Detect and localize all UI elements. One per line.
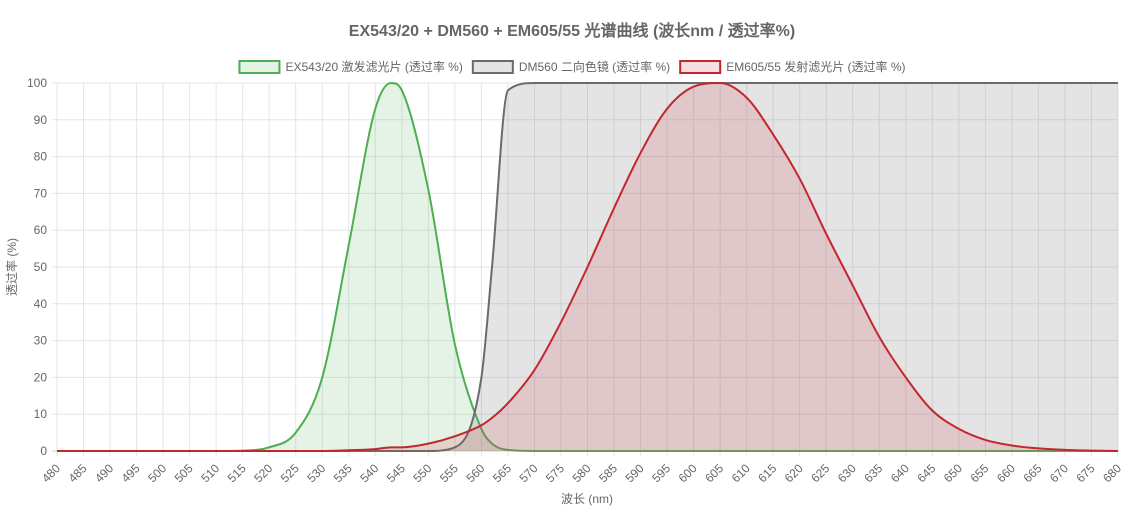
x-tick-label: 480 xyxy=(39,461,63,485)
x-tick-label: 490 xyxy=(92,461,116,485)
x-tick-label: 625 xyxy=(808,461,832,485)
x-tick-label: 535 xyxy=(331,461,355,485)
legend-item-1[interactable]: DM560 二向色镜 (透过率 %) xyxy=(471,59,670,74)
y-tick-label: 20 xyxy=(34,370,48,384)
x-tick-label: 640 xyxy=(888,461,912,485)
legend-swatch xyxy=(238,60,281,74)
x-tick-label: 635 xyxy=(861,461,885,485)
x-tick-label: 630 xyxy=(835,461,859,485)
y-tick-label: 0 xyxy=(40,444,47,458)
x-tick-label: 545 xyxy=(384,461,408,485)
x-tick-label: 570 xyxy=(517,461,541,485)
x-tick-label: 615 xyxy=(755,461,779,485)
legend-label: DM560 二向色镜 (透过率 %) xyxy=(519,59,670,74)
y-axis-title: 透过率 (%) xyxy=(4,238,19,296)
y-axis: 0 10 20 30 40 50 60 70 80 90 100 xyxy=(27,76,47,458)
y-tick-label: 80 xyxy=(34,150,48,164)
x-tick-label: 495 xyxy=(119,461,143,485)
y-tick-label: 60 xyxy=(34,223,48,237)
x-tick-label: 670 xyxy=(1047,461,1071,485)
x-tick-label: 645 xyxy=(914,461,938,485)
x-tick-label: 610 xyxy=(729,461,753,485)
x-tick-label: 600 xyxy=(676,461,700,485)
x-tick-label: 525 xyxy=(278,461,302,485)
y-tick-label: 50 xyxy=(34,260,48,274)
x-tick-label: 580 xyxy=(570,461,594,485)
x-tick-label: 650 xyxy=(941,461,965,485)
legend-item-0[interactable]: EX543/20 激发滤光片 (透过率 %) xyxy=(238,59,463,74)
x-tick-label: 605 xyxy=(702,461,726,485)
x-tick-label: 660 xyxy=(994,461,1018,485)
x-tick-label: 595 xyxy=(649,461,673,485)
y-tick-label: 100 xyxy=(27,76,47,90)
x-tick-label: 590 xyxy=(623,461,647,485)
x-tick-label: 485 xyxy=(66,461,90,485)
x-tick-label: 575 xyxy=(543,461,567,485)
x-tick-label: 515 xyxy=(225,461,249,485)
x-tick-label: 500 xyxy=(145,461,169,485)
legend-item-2[interactable]: EM605/55 发射滤光片 (透过率 %) xyxy=(679,59,906,74)
x-tick-label: 560 xyxy=(463,461,487,485)
x-axis: 480 485 490 495 500 505 510 515 520 525 530 535 540 5… xyxy=(39,461,1124,485)
x-tick-label: 510 xyxy=(198,461,222,485)
series-layer xyxy=(56,81,1119,452)
legend: EX543/20 激发滤光片 (透过率 %) DM560 二向色镜 (透过率 %)… xyxy=(238,59,906,74)
chart-title: EX543/20 + DM560 + EM605/55 光谱曲线 (波长nm /… xyxy=(349,21,795,40)
x-tick-label: 620 xyxy=(782,461,806,485)
x-tick-label: 565 xyxy=(490,461,514,485)
legend-swatch xyxy=(679,60,722,74)
y-tick-label: 30 xyxy=(34,334,48,348)
y-tick-label: 70 xyxy=(34,186,48,200)
series-2 xyxy=(56,81,1119,452)
x-tick-label: 675 xyxy=(1074,461,1098,485)
x-tick-label: 505 xyxy=(172,461,196,485)
x-tick-label: 530 xyxy=(304,461,328,485)
x-tick-label: 550 xyxy=(410,461,434,485)
legend-label: EX543/20 激发滤光片 (透过率 %) xyxy=(285,59,462,74)
x-axis-title: 波长 (nm) xyxy=(561,492,613,506)
grid xyxy=(52,82,1119,456)
x-tick-label: 540 xyxy=(357,461,381,485)
legend-label: EM605/55 发射滤光片 (透过率 %) xyxy=(726,59,905,74)
legend-swatch xyxy=(471,60,514,74)
x-tick-label: 680 xyxy=(1100,461,1124,485)
x-tick-label: 520 xyxy=(251,461,275,485)
y-tick-label: 10 xyxy=(34,407,48,421)
y-tick-label: 90 xyxy=(34,113,48,127)
x-tick-label: 585 xyxy=(596,461,620,485)
series-line-2 xyxy=(56,81,1119,452)
x-tick-label: 555 xyxy=(437,461,461,485)
x-tick-label: 665 xyxy=(1020,461,1044,485)
x-tick-label: 655 xyxy=(967,461,991,485)
y-tick-label: 40 xyxy=(34,297,48,311)
